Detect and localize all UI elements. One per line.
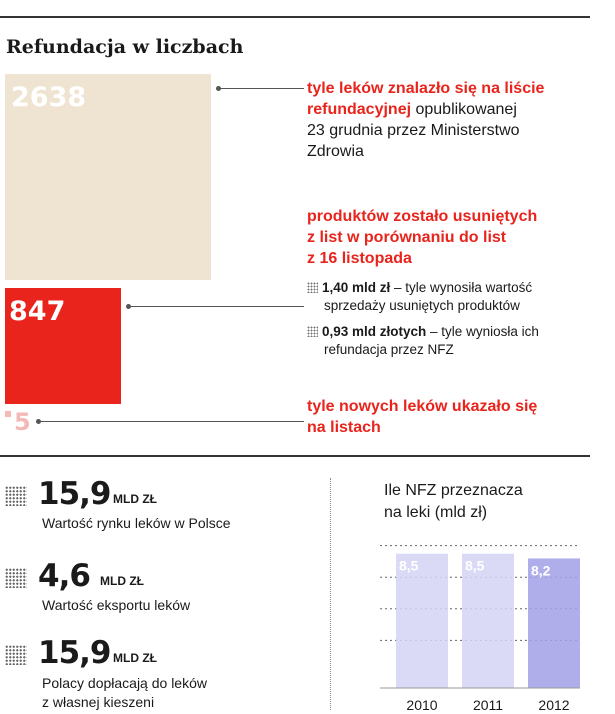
- dot-grid-icon: [5, 645, 27, 665]
- stat-3-unit: MLD ZŁ: [113, 651, 157, 665]
- bullet-1-text-2: sprzedaży usuniętych produktów: [324, 298, 520, 313]
- dot-grid-icon: [5, 568, 27, 588]
- stat-1-unit: MLD ZŁ: [113, 492, 157, 506]
- dot-grid-icon: [5, 486, 27, 506]
- bullet-2-bold: 0,93 mld złotych: [322, 324, 427, 339]
- chart-title: Ile NFZ przeznacza na leki (mld zł): [384, 480, 523, 524]
- x-tick-label: 2010: [406, 697, 437, 713]
- bar-value-label: 8,5: [399, 558, 419, 574]
- bullet-2-text-2: refundacja przez NFZ: [324, 342, 454, 357]
- bar-2011: [462, 553, 514, 688]
- stat-1-value: 15,9: [38, 476, 111, 512]
- note-847: produktów zostało usuniętych z list w po…: [307, 206, 597, 269]
- note-847-line-2: z list w porównaniu do list: [307, 229, 507, 246]
- bullet-2-text-1: – tyle wyniosła ich: [426, 324, 539, 339]
- note-2638-highlight-1: tyle leków znalazło się na liście: [307, 80, 545, 97]
- box-847: 847: [5, 288, 121, 404]
- top-rule: [0, 16, 590, 18]
- box-2638: 2638: [5, 74, 211, 280]
- page-title: Refundacja w liczbach: [6, 36, 244, 58]
- bullet-2: 0,93 mld złotych – tyle wyniosła ich ref…: [307, 323, 597, 359]
- note-5-line-2: na listach: [307, 419, 381, 436]
- x-tick-label: 2012: [538, 697, 569, 713]
- note-5-line-1: tyle nowych leków ukazało się: [307, 398, 538, 415]
- note-2638: tyle leków znalazło się na liście refund…: [307, 78, 597, 162]
- bullet-1-text-1: – tyle wynosiła wartość: [390, 280, 533, 295]
- note-2638-line-3: Zdrowia: [307, 143, 364, 160]
- note-847-line-1: produktów zostało usuniętych: [307, 208, 538, 225]
- stat-3-desc-1: Polacy dopłacają do leków: [42, 675, 207, 691]
- note-2638-rest: opublikowanej: [411, 101, 517, 118]
- box-847-value: 847: [9, 296, 66, 327]
- note-2638-highlight-2: refundacyjnej: [307, 101, 412, 118]
- bar-2012: [528, 558, 580, 688]
- stat-2-unit: MLD ZŁ: [100, 574, 144, 588]
- box-5-value: 5: [14, 408, 31, 436]
- leader-3-dot: [36, 419, 41, 424]
- leader-1-dot: [216, 86, 221, 91]
- x-tick-label: 2011: [473, 697, 503, 713]
- bar-value-label: 8,5: [465, 558, 485, 574]
- stat-2-desc: Wartość eksportu leków: [42, 597, 191, 613]
- stat-1-desc: Wartość rynku leków w Polsce: [42, 515, 231, 531]
- box-5-marker: [5, 411, 11, 417]
- leader-2-dot: [126, 304, 131, 309]
- dot-grid-icon: [307, 326, 318, 337]
- chart-title-line-1: Ile NFZ przeznacza: [384, 482, 523, 499]
- stat-3-desc-2: z własnej kieszeni: [42, 694, 155, 710]
- note-847-line-3: z 16 listopada: [307, 250, 412, 267]
- column-divider: [330, 478, 331, 710]
- stat-3-value: 15,9: [38, 635, 111, 671]
- leader-2: [128, 306, 304, 307]
- leader-1: [218, 88, 304, 89]
- bar-chart: 8,5 2010 8,5 2011 8,2 2012: [380, 545, 580, 713]
- section-divider: [0, 455, 590, 457]
- box-2638-value: 2638: [11, 82, 87, 113]
- note-5: tyle nowych leków ukazało się na listach: [307, 396, 597, 438]
- bullet-1: 1,40 mld zł – tyle wynosiła wartość sprz…: [307, 279, 597, 315]
- chart-title-line-2: na leki (mld zł): [384, 504, 488, 521]
- dot-grid-icon: [307, 282, 318, 293]
- stat-2-value: 4,6: [38, 558, 91, 594]
- bar-2010: [396, 553, 448, 688]
- bullet-1-bold: 1,40 mld zł: [322, 280, 391, 295]
- note-2638-line-2: 23 grudnia przez Ministerstwo: [307, 122, 520, 139]
- bar-value-label: 8,2: [531, 562, 551, 578]
- leader-3: [38, 421, 304, 422]
